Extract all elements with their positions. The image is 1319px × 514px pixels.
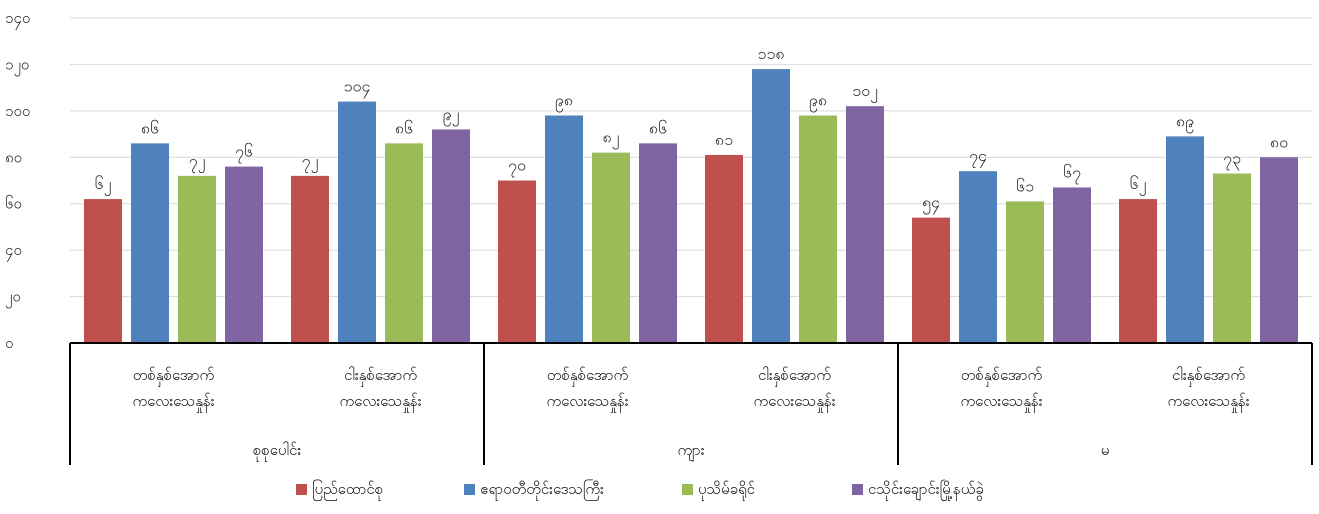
bar [705,154,743,343]
data-label: ၇၂ [189,151,206,173]
y-tick-label: ၂၀ [5,288,21,309]
data-label: ၅၄ [922,193,940,215]
x-group-label: စုစုပေါင်း [253,441,301,462]
y-tick-label: ၆၀ [5,195,22,213]
bar [84,199,122,343]
x-subcategory-label: တစ်နှစ်အောက်ကလေးသေနှုန်း [132,366,214,413]
legend: ပြည်ထောင်စု ဧရာဝတီတိုင်းဒေသကြီး ပုသိမ်ခရို… [296,479,984,501]
bar [131,143,169,343]
bars [84,69,1298,344]
bar [545,115,583,343]
data-label: ၇၀ [508,156,526,178]
y-tick-label: ၁၄၀ [5,9,30,30]
legend-item: ပုသိမ်ခရိုင် [682,480,755,501]
x-subcategory-label: တစ်နှစ်အောက်ကလေးသေနှုန်း [546,366,628,413]
bar [1260,157,1298,343]
data-label: ၈၁ [715,130,733,149]
x-group-label: မ [1101,441,1110,459]
data-label: ၈၉ [1176,111,1194,133]
legend-swatch [852,484,863,495]
data-label: ၇၄ [969,146,987,168]
data-label: ၈၀ [1270,132,1288,151]
legend-item: ငသိုင်းချောင်းမြို့နယ်ခွဲ [852,479,984,501]
legend-item: ဧရာဝတီတိုင်းဒေသကြီး [464,479,604,501]
bar [1053,187,1091,343]
x-group-label: ကျား [677,441,704,462]
data-label: ၁၀၄ [344,77,371,99]
bar [592,152,630,343]
data-label: ၆၂ [1130,174,1147,196]
data-label: ၉၈ [809,91,827,113]
legend-label: ပြည်ထောင်စု [312,479,383,501]
data-label: ၈၆ [141,118,159,137]
bar [1213,173,1251,343]
bar [291,175,329,343]
bar [1119,199,1157,343]
data-label: ၁၀၂ [852,81,878,103]
bar [639,143,677,343]
bar [959,171,997,343]
y-tick-label: ၁၂၀ [5,55,29,76]
data-label: ၇၃ [1223,149,1241,171]
bar [846,106,884,343]
bar [432,129,470,343]
y-tick-label: ၈၀ [5,148,22,166]
bar [498,180,536,343]
data-label: ၇၆ [235,142,253,164]
bar [752,69,790,344]
bar [178,175,216,343]
legend-item: ပြည်ထောင်စု [296,479,383,501]
data-label: ၈၆ [649,118,667,137]
x-subcategory-label: ငါးနှစ်အောက်ကလေးသေနှုန်း [1167,366,1249,413]
legend-label: ဧရာဝတီတိုင်းဒေသကြီး [480,479,604,501]
y-tick-label: ၀ [5,334,13,352]
bar [338,101,376,343]
legend-label: ငသိုင်းချောင်းမြို့နယ်ခွဲ [868,479,984,501]
y-axis: ၀ ၂၀ ၄၀ ၆၀ ၈၀ ၁၀၀ ၁၂၀ ၁၄၀ [5,9,30,352]
data-label: ၆၂ [95,174,112,196]
data-label: ၆၁ [1016,176,1034,195]
data-label: ၈၂ [603,128,620,150]
x-subcategory-label: တစ်နှစ်အောက်ကလေးသေနှုန်း [960,366,1042,413]
legend-label: ပုသိမ်ခရိုင် [698,480,755,501]
data-label: ၆၇ [1063,162,1081,184]
bar [1166,136,1204,343]
legend-swatch [296,484,307,495]
data-label: ၉၂ [443,104,460,126]
data-label: ၁၁၈ [757,44,784,63]
bar [912,217,950,343]
data-label: ၉၈ [555,91,573,113]
x-subcategory-label: ငါးနှစ်အောက်ကလေးသေနှုန်း [753,366,835,413]
legend-swatch [464,484,475,495]
y-tick-label: ၁၀၀ [5,102,30,120]
x-subcategory-label: ငါးနှစ်အောက်ကလေးသေနှုန်း [339,366,421,413]
bar [799,115,837,343]
gridlines [70,17,1312,298]
bar [225,166,263,343]
bar [385,143,423,343]
data-label: ၇၂ [302,151,319,173]
x-axis: တစ်နှစ်အောက်ကလေးသေနှုန်း ငါးနှစ်အောက်ကလေး… [69,342,1313,465]
bar [1006,201,1044,343]
y-tick-label: ၄၀ [5,241,22,262]
data-label: ၈၆ [395,118,413,137]
legend-swatch [682,484,693,495]
